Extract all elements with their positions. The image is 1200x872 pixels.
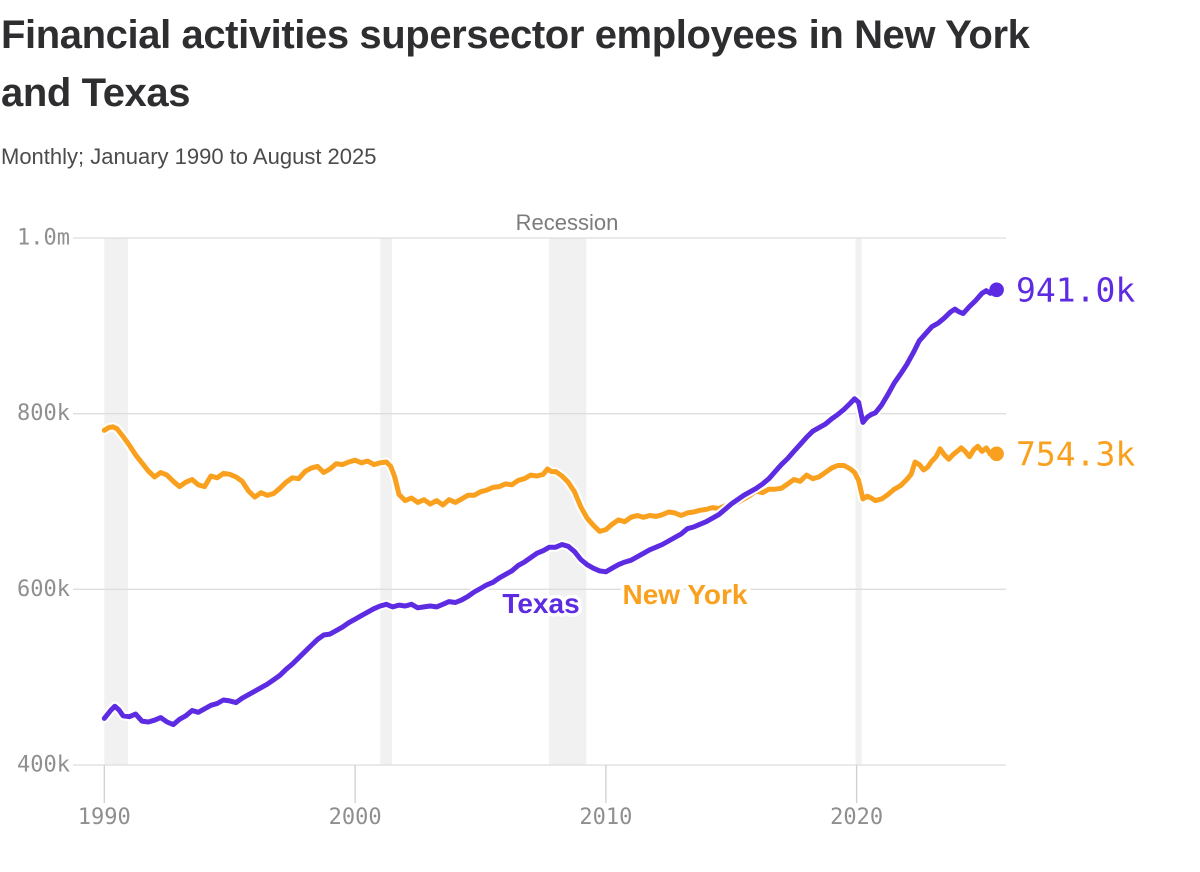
x-axis-label: 2000 [329, 805, 382, 830]
x-axis-label: 2010 [579, 805, 632, 830]
chart-subtitle: Monthly; January 1990 to August 2025 [1, 144, 377, 169]
texas-end-value: 941.0k [1016, 270, 1135, 309]
recession-band [380, 238, 392, 765]
y-axis-label: 800k [17, 401, 70, 426]
x-axis-label: 1990 [78, 805, 131, 830]
new-york-end-dot [989, 446, 1004, 462]
new-york-end-value: 754.3k [1016, 434, 1135, 473]
recession-label: Recession [516, 210, 619, 235]
y-axis-label: 400k [17, 753, 70, 778]
chart-title-line-2: and Texas [1, 71, 191, 115]
y-axis-label: 600k [17, 577, 70, 602]
recession-band [104, 238, 128, 765]
x-axis-label: 2020 [830, 805, 883, 830]
chart-title-line-1: Financial activities supersector employe… [1, 13, 1030, 57]
texas-line [101, 287, 1000, 728]
chart-title: Financial activities supersector employe… [1, 6, 1191, 122]
texas-series-label: Texas [502, 588, 579, 619]
texas-end-dot [989, 282, 1004, 298]
recession-band [855, 238, 862, 765]
y-axis-label: 1.0m [17, 226, 70, 251]
new-york-series-label: New York [622, 579, 747, 610]
new-york-line [101, 424, 1000, 534]
